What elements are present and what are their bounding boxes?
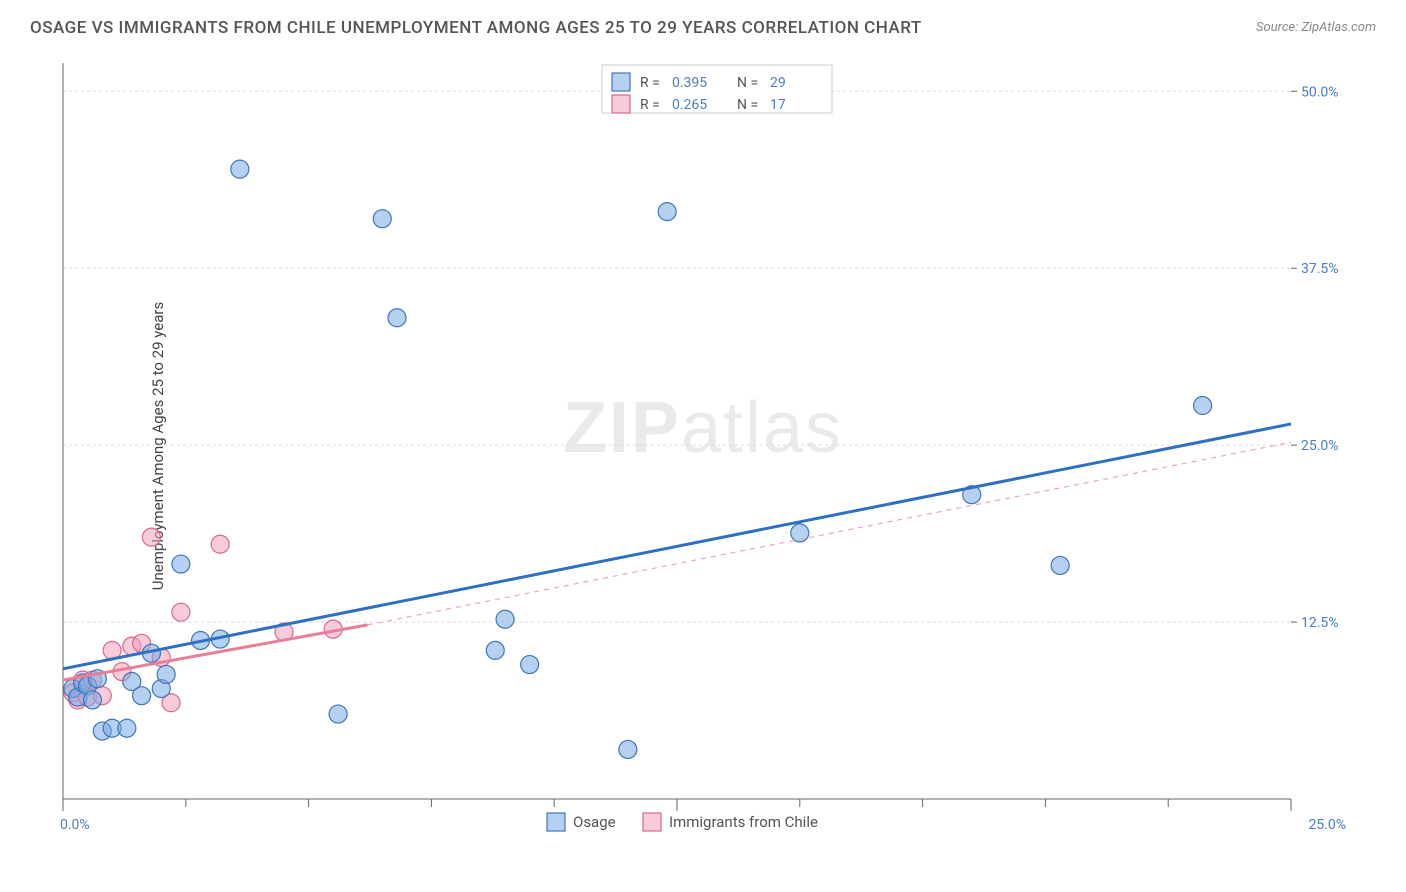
chart-title: OSAGE VS IMMIGRANTS FROM CHILE UNEMPLOYM… (30, 18, 922, 38)
data-point (521, 656, 539, 674)
trend-line-blue (63, 424, 1291, 669)
y-tick-label: 37.5% (1301, 261, 1339, 277)
legend-r-value: 0.265 (672, 97, 707, 113)
y-tick-label: 25.0% (1301, 438, 1339, 454)
data-point (133, 687, 151, 705)
legend-swatch (547, 813, 565, 831)
data-point (1051, 556, 1069, 574)
data-point (329, 705, 347, 723)
legend-swatch (612, 73, 630, 91)
x-tick-label: 0.0% (60, 817, 90, 833)
legend-frame (602, 65, 832, 113)
legend-label: Osage (573, 813, 616, 831)
legend-r-label: R = (640, 75, 660, 91)
source-name: ZipAtlas.com (1301, 20, 1376, 35)
source-attribution: Source: ZipAtlas.com (1256, 20, 1376, 35)
data-point (142, 528, 160, 546)
legend-n-value: 17 (770, 97, 786, 113)
x-tick-label: 25.0% (1308, 817, 1346, 833)
data-point (211, 535, 229, 553)
data-point (83, 691, 101, 709)
data-point (388, 309, 406, 327)
legend-r-label: R = (640, 97, 660, 113)
data-point (1194, 397, 1212, 415)
data-point (172, 555, 190, 573)
legend-label: Immigrants from Chile (669, 813, 818, 831)
data-point (231, 160, 249, 178)
data-point (157, 665, 175, 683)
y-tick-label: 12.5% (1301, 615, 1339, 631)
data-point (658, 203, 676, 221)
data-point (496, 610, 514, 628)
y-tick-label: 50.0% (1301, 84, 1339, 100)
trend-line-pink-dashed (368, 442, 1291, 625)
data-point (172, 603, 190, 621)
legend-n-label: N = (737, 75, 758, 91)
data-point (373, 210, 391, 228)
legend-swatch (612, 95, 630, 113)
legend-n-label: N = (737, 97, 758, 113)
chart-area: 12.5% 25.0% 37.5% 50.0% 0.0% 25.0% R = 0.395 N =… (55, 55, 1351, 837)
legend-r-value: 0.395 (672, 75, 707, 91)
data-point (486, 641, 504, 659)
data-point (619, 740, 637, 758)
chart-svg: 12.5% 25.0% 37.5% 50.0% 0.0% 25.0% R = 0.395 N =… (55, 55, 1351, 837)
legend-swatch (643, 813, 661, 831)
source-label: Source: (1256, 20, 1298, 35)
legend-n-value: 29 (770, 75, 786, 91)
data-point (118, 719, 136, 737)
